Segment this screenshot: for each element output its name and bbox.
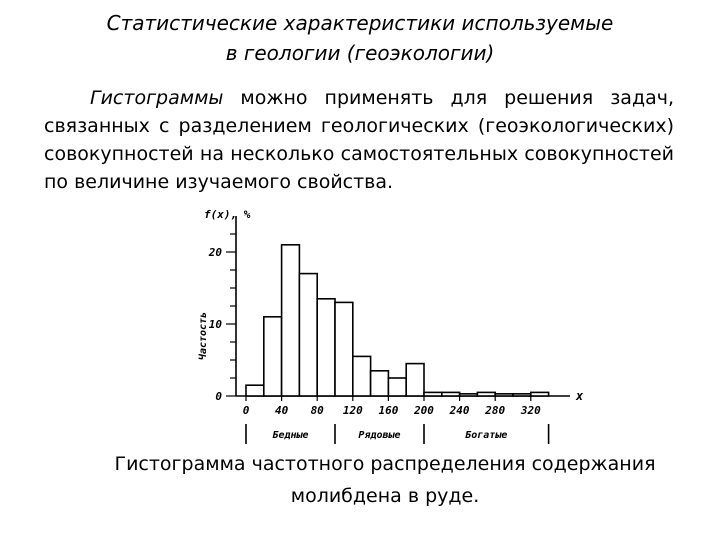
title-line-2: в геологии (геоэкологии) [225, 41, 495, 65]
histogram-bar [494, 393, 514, 397]
histogram-bar [352, 355, 372, 397]
x-tick-label: 320 [520, 404, 541, 417]
histogram-bar [369, 370, 390, 397]
slide-title: Статистические характеристики используем… [0, 8, 720, 68]
histogram-bar [529, 391, 550, 397]
body-text-rest: можно применять для решения задач, связа… [44, 87, 674, 193]
histogram-bar [245, 384, 265, 397]
x-tick-label: 200 [413, 404, 434, 417]
caption-line-1: Гистограмма частотного распределения сод… [114, 453, 656, 475]
histogram-bar [476, 391, 496, 397]
x-tick-label: 240 [449, 404, 470, 417]
histogram-bar [512, 393, 532, 397]
y-axis-label: Частость [198, 312, 209, 360]
histogram-bar [298, 272, 319, 397]
title-line-1: Статистические характеристики используем… [106, 11, 614, 35]
histogram-bar [280, 243, 301, 397]
x-tick-label: 0 [243, 404, 250, 417]
x-tick-label: 80 [311, 404, 325, 417]
histogram-bar [440, 391, 461, 397]
histogram-bar [405, 362, 425, 397]
figure-caption: Гистограмма частотного распределения сод… [0, 448, 720, 512]
histogram-bar [263, 316, 283, 397]
group-label: Богатые [465, 430, 507, 441]
y-tick-label: 10 [209, 318, 223, 331]
y-axis-title: f(x), % [204, 208, 251, 221]
x-tick-label: 280 [484, 404, 505, 417]
histogram-bar [334, 301, 354, 397]
x-axis-title: x [575, 389, 584, 403]
x-tick-label: 160 [378, 404, 398, 417]
group-label: Рядовые [358, 430, 400, 441]
y-tick-label: 20 [208, 246, 223, 259]
x-tick-label: 120 [343, 404, 363, 417]
group-label: Бедные [272, 430, 308, 441]
histogram-bar [316, 298, 336, 397]
caption-line-2: молибдена в руде. [290, 485, 480, 507]
histogram-bar [387, 377, 407, 397]
body-lead-term: Гистограммы [90, 87, 224, 109]
body-paragraph: Гистограммы можно применять для решения … [44, 84, 674, 196]
y-tick-label: 0 [215, 390, 222, 403]
histogram-bar [423, 391, 443, 397]
histogram-chart: 0 10 20 f(x), % Частость 0 40 80 120 160 200 240 280… [198, 208, 584, 444]
x-tick-label: 40 [275, 404, 289, 417]
histogram-bar [458, 393, 479, 397]
